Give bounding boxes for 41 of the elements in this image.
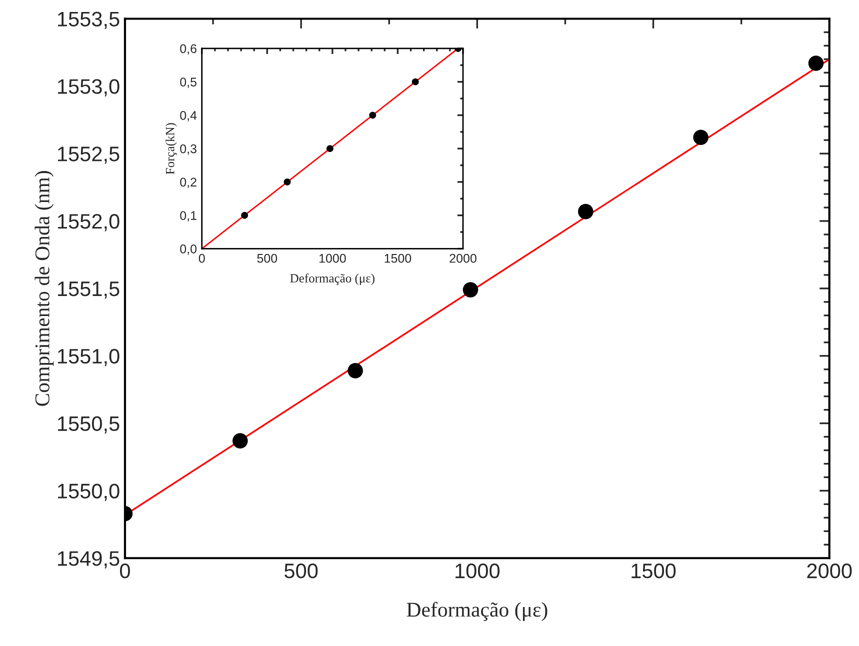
y-tick-label: 1552,0 (58, 214, 120, 232)
point (369, 112, 376, 119)
y-tick-label: 1553,5 (58, 12, 120, 29)
x-tick-label: 500 (257, 254, 278, 263)
y-tick-label: 0,3 (180, 144, 196, 155)
x-tick-label: 0 (198, 254, 205, 263)
point (693, 130, 708, 146)
y-tick-label: 0,0 (180, 244, 197, 255)
x-tick-label: 0 (120, 564, 130, 578)
point (348, 363, 363, 378)
y-tick-label: 1551,5 (58, 282, 120, 299)
point (241, 212, 248, 219)
y-axis-title: Comprimento de Onda (nm) (34, 171, 54, 406)
y-tick-label: 1552,5 (58, 146, 120, 164)
x-tick-label: 1000 (319, 254, 346, 263)
y-tick-label: 0,2 (180, 178, 196, 188)
point (326, 145, 334, 152)
x-tick-label: 1500 (384, 254, 412, 263)
point (808, 56, 824, 71)
y-axis-title: Força(kN) (166, 123, 177, 174)
y-tick-label: 1551,0 (58, 348, 120, 366)
point (578, 204, 594, 220)
x-axis-title: Deformação (με) (290, 274, 374, 286)
y-tick-label: 1550,0 (58, 484, 120, 501)
y-tick-label: 1553,0 (58, 79, 120, 96)
y-tick-label: 0,6 (180, 44, 196, 55)
x-axis-title: Deformação (με) (406, 602, 548, 621)
y-tick-label: 1550,5 (58, 416, 120, 434)
x-tick-label: 2000 (450, 254, 476, 263)
x-tick-label: 500 (284, 564, 318, 578)
point (412, 78, 419, 86)
y-tick-label: 0,4 (180, 111, 197, 122)
y-tick-label: 0,5 (180, 78, 196, 88)
y-tick-label: 1549,5 (58, 551, 120, 568)
y-tick-label: 0,1 (180, 211, 196, 222)
x-tick-label: 2000 (807, 564, 852, 578)
x-tick-label: 1500 (632, 564, 676, 578)
point (284, 178, 291, 186)
point (232, 433, 248, 448)
point (462, 282, 478, 298)
x-tick-label: 1000 (456, 564, 500, 578)
